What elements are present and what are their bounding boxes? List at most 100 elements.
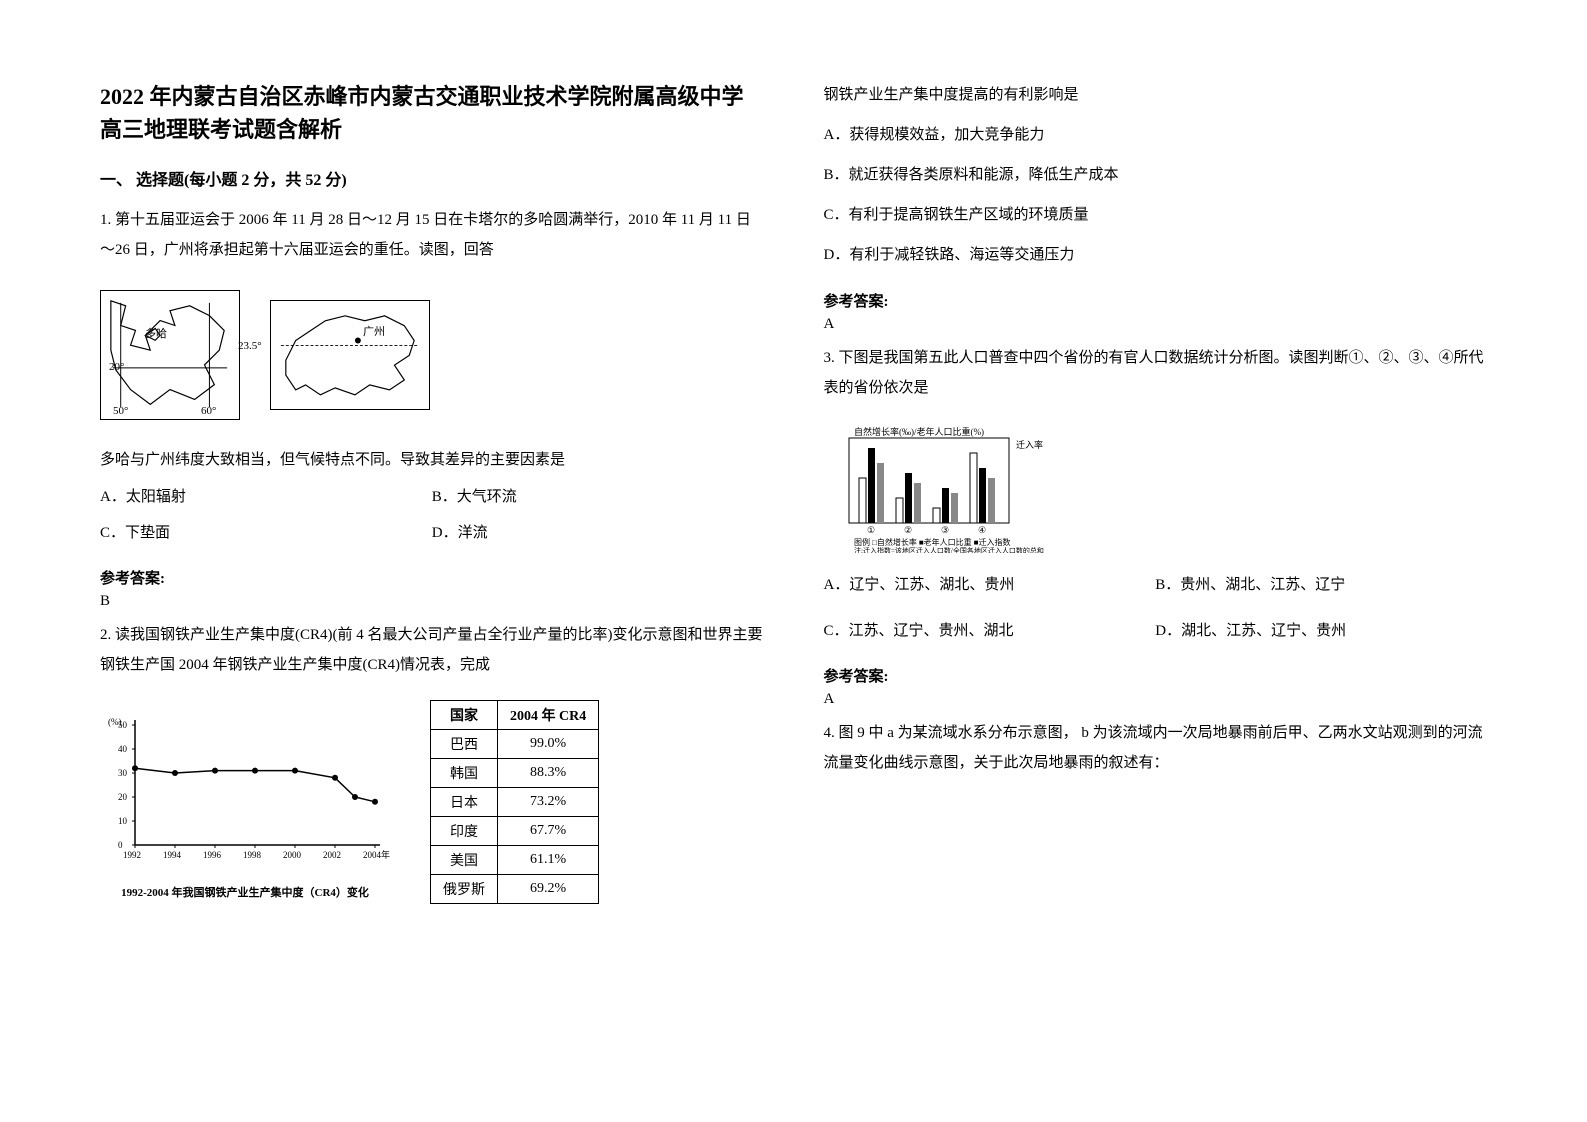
svg-text:④: ④ [978,525,986,535]
table-row: 日本73.2% [431,788,599,817]
lat-23-5: 23.5° [238,340,262,352]
doha-label: 多哈 [145,325,167,341]
q3-answer: A [824,691,1488,708]
q3-answer-label: 参考答案: [824,665,1488,686]
q2-chart-svg: (%) 01020304050 199219941996199820002002… [100,700,390,880]
svg-text:②: ② [904,525,912,535]
q2-opt-a: A．获得规模效益，加大竞争能力 [824,120,1488,150]
table-row: 巴西99.0% [431,730,599,759]
q2-chart-table: (%) 01020304050 199219941996199820002002… [100,700,764,904]
q1-map-doha: 多哈 20° 50° 60° [100,290,240,420]
q2-line-chart: (%) 01020304050 199219941996199820002002… [100,700,390,880]
q2-stem: 2. 读我国钢铁产业生产集中度(CR4)(前 4 名最大公司产量占全行业产量的比… [100,620,764,680]
exam-page: 2022 年内蒙古自治区赤峰市内蒙古交通职业技术学院附属高级中学高三地理联考试题… [100,80,1487,1042]
table-header-row: 国家 2004 年 CR4 [431,701,599,730]
gz-label: 广州 [363,323,385,339]
q2-opt-b: B．就近获得各类原料和能源，降低生产成本 [824,160,1488,190]
table-cell: 88.3% [498,759,599,788]
table-row: 美国61.1% [431,846,599,875]
chart-line [132,765,378,805]
q3-opt-a: A．辽宁、江苏、湖北、贵州 [824,573,1156,594]
svg-text:①: ① [867,525,875,535]
table-col-0: 国家 [431,701,498,730]
svg-text:2002: 2002 [323,850,341,860]
q3-options-ab: A．辽宁、江苏、湖北、贵州 B．贵州、湖北、江苏、辽宁 [824,573,1488,594]
gz-map-svg [271,301,429,410]
svg-text:10: 10 [118,816,128,826]
right-column: 钢铁产业生产集中度提高的有利影响是 A．获得规模效益，加大竞争能力 B．就近获得… [824,80,1488,1042]
table-cell: 69.2% [498,875,599,904]
table-cell: 美国 [431,846,498,875]
q2-chart-wrapper: (%) 01020304050 199219941996199820002002… [100,700,390,904]
q1-stem: 1. 第十五届亚运会于 2006 年 11 月 28 日～12 月 15 日在卡… [100,205,764,265]
q1-map-guangzhou: 广州 [270,300,430,410]
doha-map-svg [101,291,239,419]
chart-xticks: 1992 1994 1996 1998 2000 2002 2004年 [123,845,390,860]
lon-50: 50° [113,405,128,417]
svg-text:0: 0 [118,840,123,850]
table-cell: 印度 [431,817,498,846]
svg-text:2000: 2000 [283,850,302,860]
q3-bars [859,448,995,523]
q2-opt-d: D．有利于减轻铁路、海运等交通压力 [824,240,1488,270]
svg-text:2004年: 2004年 [363,849,390,860]
q2-sub: 钢铁产业生产集中度提高的有利影响是 [824,80,1488,110]
q1-options-cd: C．下垫面 D．洋流 [100,521,764,542]
table-row: 俄罗斯69.2% [431,875,599,904]
table-cell: 韩国 [431,759,498,788]
svg-text:迁入率: 迁入率 [1016,439,1043,450]
svg-text:1996: 1996 [203,850,222,860]
q3-opt-c: C．江苏、辽宁、贵州、湖北 [824,619,1156,640]
svg-text:40: 40 [118,744,128,754]
q1-answer: B [100,593,764,610]
svg-text:③: ③ [941,525,949,535]
table-cell: 巴西 [431,730,498,759]
left-column: 2022 年内蒙古自治区赤峰市内蒙古交通职业技术学院附属高级中学高三地理联考试题… [100,80,764,1042]
table-col-1: 2004 年 CR4 [498,701,599,730]
table-cell: 73.2% [498,788,599,817]
q1-opt-c: C．下垫面 [100,521,432,542]
q4-stem: 4. 图 9 中 a 为某流域水系分布示意图， b 为该流域内一次局地暴雨前后甲… [824,718,1488,778]
section-1-heading: 一、 选择题(每小题 2 分，共 52 分) [100,166,764,190]
q1-opt-d: D．洋流 [432,521,764,542]
table-row: 印度67.7% [431,817,599,846]
q1-options-ab: A．太阳辐射 B．大气环流 [100,485,764,506]
q1-sub: 多哈与广州纬度大致相当，但气候特点不同。导致其差异的主要因素是 [100,445,764,475]
table-cell: 61.1% [498,846,599,875]
q1-map2-wrapper: 23.5° 广州 [270,300,430,410]
q2-chart-caption: 1992-2004 年我国钢铁产业生产集中度（CR4）变化 [100,884,390,900]
q2-opt-c: C．有利于提高钢铁生产区域的环境质量 [824,200,1488,230]
q3-opt-b: B．贵州、湖北、江苏、辽宁 [1155,573,1487,594]
svg-text:自然增长率(‰)/老年人口比重(%): 自然增长率(‰)/老年人口比重(%) [854,426,984,437]
q1-opt-a: A．太阳辐射 [100,485,432,506]
q3-chart-svg: ① ② ③ ④ 迁入率 自然增长率(‰)/老年人口比重(%) 图例 □自然增长率… [824,423,1054,553]
q1-opt-b: B．大气环流 [432,485,764,506]
svg-text:图例 □自然增长率 ■老年人口比重 ■迁入指数: 图例 □自然增长率 ■老年人口比重 ■迁入指数 [854,537,1011,547]
table-row: 韩国88.3% [431,759,599,788]
table-cell: 99.0% [498,730,599,759]
q3-opt-d: D．湖北、江苏、辽宁、贵州 [1155,619,1487,640]
q2-answer: A [824,316,1488,333]
svg-text:50: 50 [118,720,128,730]
q1-answer-label: 参考答案: [100,567,764,588]
chart-yticks: 0 10 20 30 40 50 [118,720,135,850]
q3-options-cd: C．江苏、辽宁、贵州、湖北 D．湖北、江苏、辽宁、贵州 [824,619,1488,640]
svg-text:20: 20 [118,792,128,802]
lon-60: 60° [201,405,216,417]
lat-20: 20° [109,361,124,373]
svg-text:1998: 1998 [243,850,262,860]
svg-text:1992: 1992 [123,850,141,860]
svg-text:1994: 1994 [163,850,182,860]
svg-text:注:迁入指数=该地区迁入人口数/全国各地区迁入人口数的总和: 注:迁入指数=该地区迁入人口数/全国各地区迁入人口数的总和 [854,546,1044,553]
table-cell: 日本 [431,788,498,817]
q2-table: 国家 2004 年 CR4 巴西99.0%韩国88.3%日本73.2%印度67.… [430,700,599,904]
table-cell: 俄罗斯 [431,875,498,904]
q1-maps: 多哈 20° 50° 60° 23.5° 广州 [100,290,764,420]
q3-stem: 3. 下图是我国第五此人口普查中四个省份的有官人口数据统计分析图。读图判断①、②… [824,343,1488,403]
svg-text:30: 30 [118,768,128,778]
q2-answer-label: 参考答案: [824,290,1488,311]
table-cell: 67.7% [498,817,599,846]
q3-bar-chart: ① ② ③ ④ 迁入率 自然增长率(‰)/老年人口比重(%) 图例 □自然增长率… [824,423,1054,553]
exam-title: 2022 年内蒙古自治区赤峰市内蒙古交通职业技术学院附属高级中学高三地理联考试题… [100,80,764,146]
q2-table-body: 巴西99.0%韩国88.3%日本73.2%印度67.7%美国61.1%俄罗斯69… [431,730,599,904]
